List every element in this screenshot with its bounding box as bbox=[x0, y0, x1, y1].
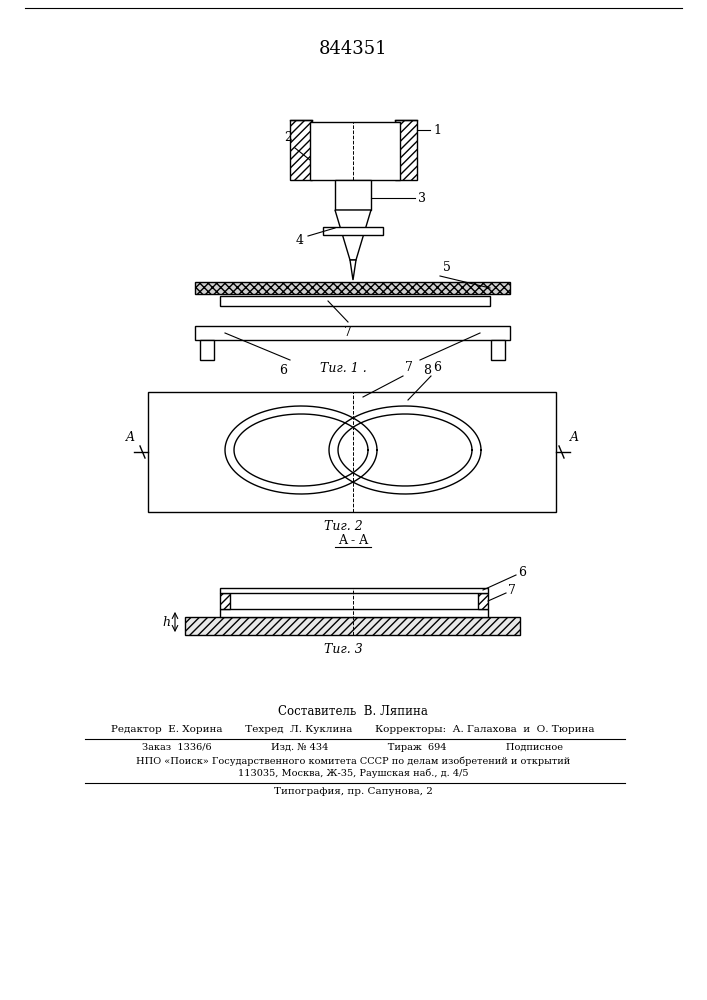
Text: 4: 4 bbox=[296, 233, 304, 246]
Text: Τиг. 1 .: Τиг. 1 . bbox=[320, 362, 366, 375]
Polygon shape bbox=[335, 210, 371, 260]
Bar bbox=[220, 593, 230, 609]
Polygon shape bbox=[350, 260, 356, 280]
Text: 7: 7 bbox=[405, 361, 413, 374]
Text: Редактор  Е. Хорина       Техред  Л. Куклина       Корректоры:  А. Галахова  и  : Редактор Е. Хорина Техред Л. Куклина Кор… bbox=[111, 725, 595, 734]
Text: A: A bbox=[570, 431, 578, 444]
Bar bbox=[200, 340, 214, 360]
Text: Составитель  В. Ляпина: Составитель В. Ляпина bbox=[278, 705, 428, 718]
Bar bbox=[335, 180, 371, 210]
Bar bbox=[310, 122, 400, 180]
Text: h: h bbox=[162, 615, 170, 629]
Text: 7: 7 bbox=[344, 326, 352, 339]
Bar bbox=[491, 340, 505, 360]
Text: НПО «Поиск» Государственного комитета СССР по делам изобретений и открытий: НПО «Поиск» Государственного комитета СС… bbox=[136, 757, 570, 766]
Text: 7: 7 bbox=[508, 584, 516, 597]
Text: 5: 5 bbox=[443, 261, 451, 274]
Bar bbox=[220, 296, 490, 306]
Bar bbox=[148, 392, 556, 512]
Text: 113035, Москва, Ж-35, Раушская наб., д. 4/5: 113035, Москва, Ж-35, Раушская наб., д. … bbox=[238, 769, 468, 778]
Text: 844351: 844351 bbox=[319, 40, 387, 58]
Bar bbox=[220, 609, 488, 617]
Bar bbox=[195, 326, 510, 340]
Bar bbox=[323, 227, 383, 235]
Bar bbox=[185, 617, 520, 635]
Text: 3: 3 bbox=[418, 192, 426, 205]
Bar bbox=[195, 282, 510, 294]
Text: Типография, пр. Сапунова, 2: Типография, пр. Сапунова, 2 bbox=[274, 787, 433, 796]
Text: 8: 8 bbox=[423, 364, 431, 377]
Text: 6: 6 bbox=[433, 361, 441, 374]
Text: Τиг. 2: Τиг. 2 bbox=[324, 520, 363, 533]
Bar bbox=[220, 588, 488, 593]
Text: 6: 6 bbox=[518, 566, 526, 580]
Text: A - A: A - A bbox=[338, 534, 368, 547]
Text: A: A bbox=[126, 431, 134, 444]
Text: Заказ  1336/6                   Изд. № 434                   Тираж  694         : Заказ 1336/6 Изд. № 434 Тираж 694 bbox=[143, 743, 563, 752]
Bar bbox=[290, 120, 312, 180]
Text: 2: 2 bbox=[284, 131, 292, 144]
Bar bbox=[478, 593, 488, 609]
Bar bbox=[395, 120, 417, 180]
Text: 6: 6 bbox=[279, 364, 287, 377]
Text: 1: 1 bbox=[433, 123, 441, 136]
Text: Τиг. 3: Τиг. 3 bbox=[324, 643, 363, 656]
